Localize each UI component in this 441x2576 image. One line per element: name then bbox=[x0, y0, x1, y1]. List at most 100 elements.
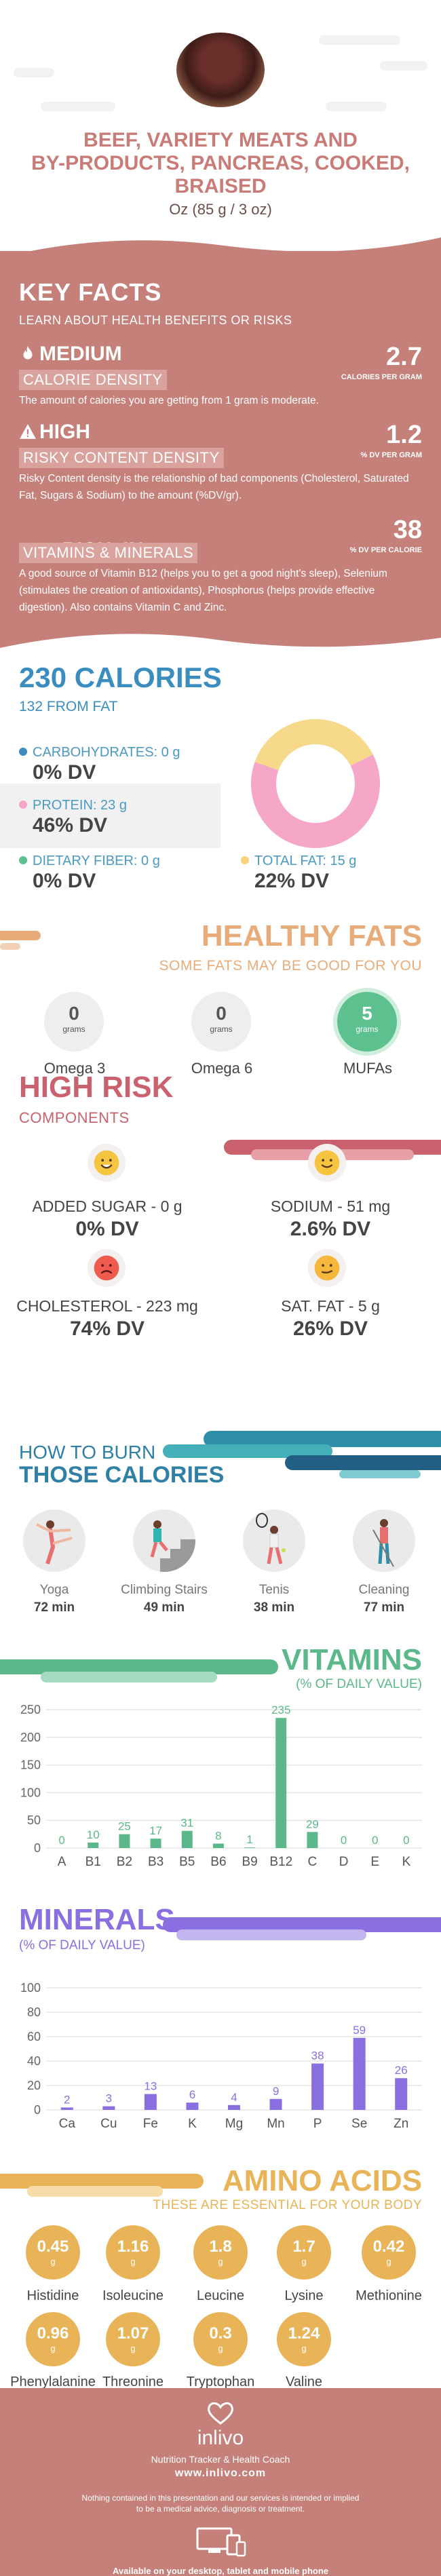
amino-phenylalanine-circle: 0.96 g bbox=[26, 2312, 80, 2366]
activity-name: Cleaning bbox=[358, 1583, 410, 1597]
x-tick-label: A bbox=[58, 1855, 66, 1869]
vitamins-subtitle: (% OF DAILY VALUE) bbox=[296, 1677, 422, 1691]
amino-name: Leucine bbox=[196, 2288, 245, 2303]
footer: inlivo Nutrition Tracker & Health Coach … bbox=[0, 2388, 441, 2576]
x-tick-label: P bbox=[313, 2117, 322, 2131]
amino-value: 0.45 bbox=[37, 2237, 69, 2256]
protein-text: PROTEIN: 23 g bbox=[33, 798, 127, 813]
vitamins-unit: % DV PER CALORIE bbox=[349, 546, 422, 554]
risky-density-level: HIGH bbox=[19, 421, 90, 444]
bar-value-label: 0 bbox=[403, 1834, 409, 1847]
donut-protein-slice bbox=[251, 754, 380, 848]
wave-divider bbox=[0, 628, 441, 648]
risky-density-unit: % DV PER GRAM bbox=[360, 451, 422, 459]
fiber-dv: 0% DV bbox=[33, 870, 96, 892]
amino-unit: g bbox=[218, 2343, 223, 2353]
cleaning-icon bbox=[353, 1510, 415, 1572]
stairs-icon bbox=[133, 1510, 195, 1572]
macro-donut-chart bbox=[251, 719, 380, 848]
bar-value-label: 10 bbox=[87, 1828, 100, 1841]
x-tick-label: Zn bbox=[394, 2117, 408, 2131]
key-facts-title: KEY FACTS bbox=[19, 278, 162, 306]
protein-band bbox=[0, 784, 220, 848]
y-tick-label: 80 bbox=[27, 2005, 41, 2019]
fat-text: TOTAL FAT: 15 g bbox=[254, 853, 357, 868]
calorie-density-desc: The amount of calories you are getting f… bbox=[19, 395, 319, 406]
burn-title-b: THOSE CALORIES bbox=[19, 1462, 225, 1488]
amino-threonine-circle: 1.07 g bbox=[106, 2312, 160, 2366]
risky-density-value: 1.2 bbox=[386, 421, 422, 449]
sat-fat-dv: 26% DV bbox=[292, 1318, 368, 1340]
bar bbox=[102, 2106, 115, 2110]
brand-name: inlivo bbox=[197, 2427, 244, 2449]
bar-value-label: 38 bbox=[311, 2050, 324, 2062]
food-title-line: BEEF, VARIETY MEATS AND bbox=[83, 129, 358, 151]
disclaimer-line: Nothing contained in this presentation a… bbox=[81, 2493, 360, 2503]
vitamins-label: VITAMINS & MINERALS bbox=[19, 543, 198, 563]
amino-value: 1.07 bbox=[117, 2324, 149, 2343]
activity-stairs: Climbing Stairs 49 min bbox=[117, 1510, 212, 1615]
amino-histidine-circle: 0.45 g bbox=[26, 2225, 80, 2280]
high-risk-title: HIGH RISK bbox=[19, 1071, 174, 1104]
bar-value-label: 9 bbox=[273, 2085, 279, 2098]
protein-dv: 46% DV bbox=[33, 814, 108, 837]
carbs-text: CARBOHYDRATES: 0 g bbox=[33, 745, 180, 760]
bar-value-label: 25 bbox=[118, 1820, 131, 1833]
added-sugar-dv: 0% DV bbox=[75, 1218, 139, 1240]
fat-label: TOTAL FAT: 15 g bbox=[241, 853, 356, 869]
omega6-circle: 0 grams bbox=[191, 992, 251, 1052]
sad-face-icon bbox=[87, 1248, 126, 1288]
carbs-dot bbox=[19, 748, 27, 756]
bar-value-label: 2 bbox=[64, 2093, 70, 2106]
bar-value-label: 29 bbox=[306, 1818, 319, 1830]
activity-name: Climbing Stairs bbox=[121, 1583, 208, 1597]
x-tick-label: Se bbox=[351, 2117, 367, 2131]
amino-name: Valine bbox=[285, 2375, 323, 2389]
cholesterol-dv: 74% DV bbox=[69, 1318, 145, 1340]
food-title-line: BY-PRODUCTS, PANCREAS, COOKED, bbox=[31, 152, 410, 174]
happy-face-icon bbox=[307, 1143, 347, 1183]
bar-value-label: 3 bbox=[106, 2092, 112, 2105]
bar bbox=[228, 2104, 240, 2110]
vitamins-desc: A good source of Vitamin B12 (helps you … bbox=[19, 568, 387, 613]
bar bbox=[119, 1834, 130, 1848]
bar bbox=[275, 1718, 287, 1848]
minerals-bar-chart: 0 20 40 60 80 100 2 Ca 3 Cu 13 Fe 6 K 4 Mg 9 Mn 38 P 59 Se 26 Z… bbox=[20, 1981, 422, 2131]
y-tick-label: 50 bbox=[27, 1813, 41, 1827]
healthy-fats-title: HEALTHY FATS bbox=[201, 919, 422, 953]
bar-value-label: 31 bbox=[180, 1817, 193, 1830]
x-tick-label: E bbox=[370, 1855, 379, 1869]
amino-value: 0.3 bbox=[209, 2324, 232, 2343]
bar-value-label: 1 bbox=[246, 1833, 252, 1846]
food-image bbox=[176, 33, 265, 107]
warning-icon bbox=[20, 424, 36, 439]
bar-value-label: 13 bbox=[144, 2080, 157, 2093]
omega3-value: 0 bbox=[69, 1003, 79, 1024]
bar bbox=[150, 1839, 161, 1848]
activity-cleaning: Cleaning 77 min bbox=[337, 1510, 432, 1615]
bar-value-label: 59 bbox=[353, 2024, 366, 2037]
calories-subtitle: 132 FROM FAT bbox=[19, 699, 118, 714]
brand-url[interactable]: www.inlivo.com bbox=[174, 2467, 267, 2479]
amino-subtitle: THESE ARE ESSENTIAL FOR YOUR BODY bbox=[153, 2198, 422, 2212]
mufas-unit: grams bbox=[356, 1024, 379, 1034]
vitamins-value: 38 bbox=[393, 516, 422, 544]
x-tick-label: Ca bbox=[59, 2117, 76, 2131]
amino-unit: g bbox=[50, 2343, 56, 2353]
y-tick-label: 250 bbox=[20, 1703, 41, 1716]
risky-density-desc: Risky Content density is the relationshi… bbox=[19, 473, 409, 501]
activity-minutes: 38 min bbox=[253, 1600, 295, 1615]
bar bbox=[269, 2098, 282, 2110]
amino-unit: g bbox=[301, 2256, 307, 2267]
fat-dv: 22% DV bbox=[254, 870, 330, 892]
amino-unit: g bbox=[301, 2343, 307, 2353]
happy-face-icon bbox=[87, 1143, 126, 1183]
bar-value-label: 17 bbox=[149, 1824, 162, 1837]
disclaimer-line: to be a medical advice, diagnosis or tre… bbox=[136, 2504, 305, 2514]
carbs-dv: 0% DV bbox=[33, 761, 96, 784]
calorie-density-value: 2.7 bbox=[386, 343, 422, 371]
protein-dot bbox=[19, 801, 27, 809]
level-label: MEDIUM bbox=[39, 343, 122, 365]
bar bbox=[353, 2037, 366, 2110]
amino-title: AMINO ACIDS bbox=[222, 2164, 422, 2197]
